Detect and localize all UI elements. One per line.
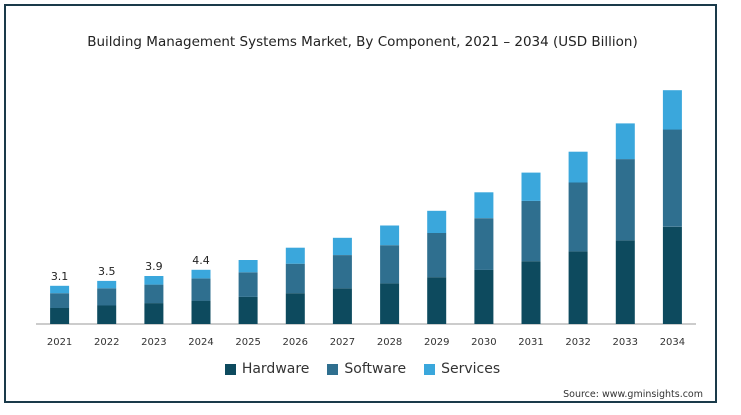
legend-label-hardware: Hardware xyxy=(241,361,310,377)
bar-services-2033 xyxy=(615,123,635,160)
bar-software-2022 xyxy=(97,288,117,306)
bar-services-2021 xyxy=(50,285,70,294)
bar-software-2026 xyxy=(285,263,305,294)
bar-software-2027 xyxy=(332,255,352,289)
legend-swatch-software xyxy=(327,363,339,375)
bar-software-2023 xyxy=(144,284,164,304)
bar-hardware-2031 xyxy=(521,261,541,324)
bar-services-2026 xyxy=(285,247,305,264)
data-label-2023: 3.9 xyxy=(145,260,163,273)
bar-hardware-2021 xyxy=(50,308,70,324)
data-label-2022: 3.5 xyxy=(98,265,116,278)
bar-services-2022 xyxy=(97,280,117,289)
legend-label-services: Services xyxy=(441,361,501,377)
bar-software-2021 xyxy=(50,293,70,308)
x-tick-label-2029: 2029 xyxy=(424,337,449,348)
x-tick-label-2023: 2023 xyxy=(141,337,166,348)
legend-item-hardware: Hardware xyxy=(224,361,310,377)
x-tick-label-2033: 2033 xyxy=(613,337,638,348)
bar-services-2024 xyxy=(191,269,211,279)
bar-software-2030 xyxy=(474,218,494,270)
x-tick-label-2028: 2028 xyxy=(377,337,402,348)
bar-hardware-2033 xyxy=(615,240,635,324)
bar-hardware-2023 xyxy=(144,303,164,324)
data-label-2024: 4.4 xyxy=(192,254,210,267)
bar-software-2024 xyxy=(191,278,211,301)
bar-hardware-2022 xyxy=(97,305,117,324)
bar-services-2030 xyxy=(474,192,494,219)
x-tick-label-2025: 2025 xyxy=(235,337,260,348)
legend-swatch-services xyxy=(424,363,436,375)
bar-services-2025 xyxy=(238,260,258,273)
bar-hardware-2028 xyxy=(380,283,400,324)
x-tick-label-2021: 2021 xyxy=(47,337,72,348)
bar-services-2034 xyxy=(662,90,682,130)
chart-frame: Building Management Systems Market, By C… xyxy=(4,4,717,403)
source-credit: Source: www.gminsights.com xyxy=(563,389,703,400)
bar-software-2028 xyxy=(380,245,400,284)
bar-software-2034 xyxy=(662,129,682,227)
bar-hardware-2029 xyxy=(427,277,447,324)
bar-software-2029 xyxy=(427,232,447,278)
bar-hardware-2027 xyxy=(332,288,352,324)
bar-hardware-2032 xyxy=(568,251,588,324)
x-tick-label-2031: 2031 xyxy=(518,337,543,348)
data-label-2021: 3.1 xyxy=(51,270,69,283)
bar-hardware-2030 xyxy=(474,269,494,324)
bar-services-2028 xyxy=(380,225,400,246)
bar-software-2033 xyxy=(615,159,635,241)
x-tick-label-2034: 2034 xyxy=(660,337,685,348)
legend-swatch-hardware xyxy=(224,363,236,375)
legend-item-services: Services xyxy=(424,361,500,377)
x-tick-label-2030: 2030 xyxy=(471,337,496,348)
legend: Hardware Software Services xyxy=(6,361,719,377)
bar-services-2027 xyxy=(332,237,352,255)
chart-title: Building Management Systems Market, By C… xyxy=(87,34,638,50)
bar-hardware-2034 xyxy=(662,226,682,324)
bar-services-2023 xyxy=(144,276,164,285)
bar-hardware-2024 xyxy=(191,300,211,324)
x-tick-label-2027: 2027 xyxy=(330,337,355,348)
bar-services-2032 xyxy=(568,151,588,183)
bar-software-2032 xyxy=(568,182,588,252)
x-tick-label-2022: 2022 xyxy=(94,337,119,348)
legend-item-software: Software xyxy=(327,361,406,377)
x-tick-label-2024: 2024 xyxy=(188,337,213,348)
legend-label-software: Software xyxy=(344,361,407,377)
bar-services-2031 xyxy=(521,172,541,201)
bar-software-2031 xyxy=(521,200,541,262)
bar-hardware-2025 xyxy=(238,296,258,324)
bar-software-2025 xyxy=(238,272,258,297)
x-tick-label-2026: 2026 xyxy=(283,337,308,348)
bar-hardware-2026 xyxy=(285,293,305,324)
stacked-bar-chart: 3.1 3.5 3.9 4.4 2021 2022 2023 2024 2025 2026 202… xyxy=(36,90,696,348)
bar-services-2029 xyxy=(427,210,447,233)
x-tick-label-2032: 2032 xyxy=(565,337,590,348)
